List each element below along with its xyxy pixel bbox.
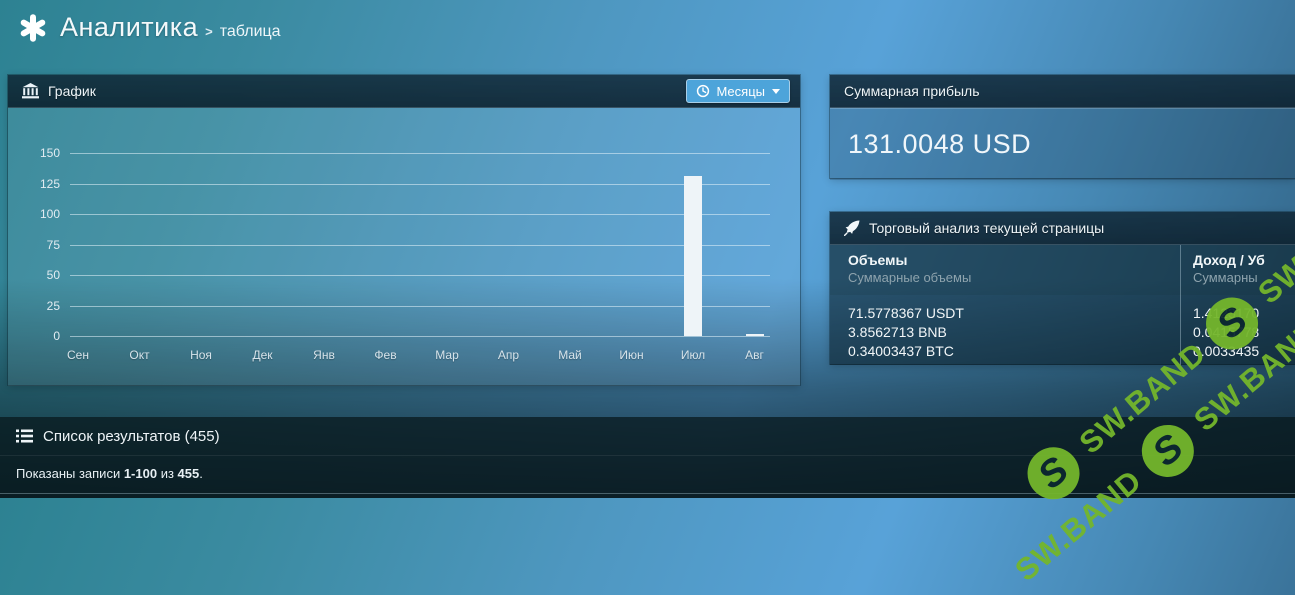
x-axis-tick-label: Май [558,348,582,362]
x-axis-tick-label: Мар [435,348,459,362]
gridline [70,275,770,276]
trade-analysis-title: Торговый анализ текущей страницы [869,220,1105,236]
column-header-profit: Доход / Уб Суммарны [1180,245,1295,295]
bar [684,176,702,336]
bank-icon [22,83,39,99]
trade-analysis-panel: Торговый анализ текущей страницы Объемы … [830,212,1295,365]
total-profit-title: Суммарная прибыль [844,83,980,99]
x-axis-tick-label: Июн [619,348,644,362]
gridline [70,305,770,307]
bar [745,333,764,336]
analysis-column-headers: Объемы Суммарные объемы Доход / Уб Сумма… [830,245,1295,295]
gridline [70,214,770,215]
y-axis-tick-label: 75 [46,237,60,252]
x-axis-tick-label: Апр [497,348,520,362]
y-axis-tick-label: 125 [39,176,60,191]
y-axis-tick-label: 100 [39,207,60,221]
volume-bnb: 3.8562713 BNB [848,324,947,340]
y-axis-tick-label: 50 [46,268,60,282]
x-axis-tick-label: Авг [745,348,764,362]
results-title: Список результатов (455) [43,427,220,445]
breadcrumb-separator: > [205,24,213,39]
caret-down-icon [772,88,780,94]
chart-panel: График Месяцы 0 25 50 75 100 125 150 Сен Окт Ноя Д… [8,75,800,386]
profit-values: 1.4123170 0.0415778 0.0033435 [1180,295,1295,365]
profit-usdt: 1.4123170 [1193,305,1260,321]
results-panel: Список результатов (455) Показаны записи… [0,417,1295,498]
volume-usdt: 71.5778367 USDT [848,305,964,321]
gridline [70,336,770,337]
results-range: 1-100 [123,466,158,481]
column-header-volumes: Объемы Суммарные объемы [848,252,972,285]
months-dropdown-button[interactable]: Месяцы [686,79,790,103]
list-icon [16,429,33,443]
breadcrumb: Аналитика > таблица [18,12,281,43]
breadcrumb-current: таблица [219,23,281,40]
total-profit-header: Суммарная прибыль [830,75,1295,108]
profit-btc: 0.0033435 [1193,343,1260,359]
y-axis-tick-label: 0 [53,329,60,343]
asterisk-icon [18,13,48,43]
volume-btc: 0.34003437 BTC [848,343,954,359]
y-axis-tick-label: 25 [46,298,60,313]
months-button-label: Месяцы [716,83,765,99]
profit-bnb: 0.0415778 [1193,324,1260,340]
total-profit-value: 131.0048 USD [848,129,1032,159]
x-axis-tick-label: Июл [680,348,706,362]
chart-panel-header: График Месяцы [8,75,800,108]
gridline [70,153,770,154]
total-profit-panel: Суммарная прибыль 131.0048 USD [830,75,1295,180]
x-axis-tick-label: Фев [374,348,397,362]
x-axis-tick-label: Янв [313,348,335,362]
y-axis-tick-label: 150 [39,146,60,160]
results-total: 455 [177,466,200,481]
clock-icon [696,84,710,98]
x-axis-tick-label: Сен [67,348,89,362]
x-axis-tick-label: Окт [129,348,150,362]
results-summary: Показаны записи 1-100 из 455. [16,466,203,481]
gridline [70,244,770,246]
table-top-border [0,493,1295,494]
gridline [70,183,770,185]
analysis-values: 71.5778367 USDT 3.8562713 BNB 0.34003437… [830,295,1295,365]
x-axis-tick-label: Дек [252,348,273,362]
total-profit-body: 131.0048 USD [830,108,1295,180]
volumes-values: 71.5778367 USDT 3.8562713 BNB 0.34003437… [830,295,1180,365]
trade-analysis-header: Торговый анализ текущей страницы [830,212,1295,245]
rocket-icon [844,220,860,236]
chart-plot: 0 25 50 75 100 125 150 Сен Окт Ноя Дек Янв Фев Мар Апр… [8,108,800,386]
x-axis-tick-label: Ноя [190,348,212,362]
page-title: Аналитика [60,12,199,42]
results-header: Список результатов (455) [0,417,1295,456]
chart-panel-title: График [48,83,96,99]
